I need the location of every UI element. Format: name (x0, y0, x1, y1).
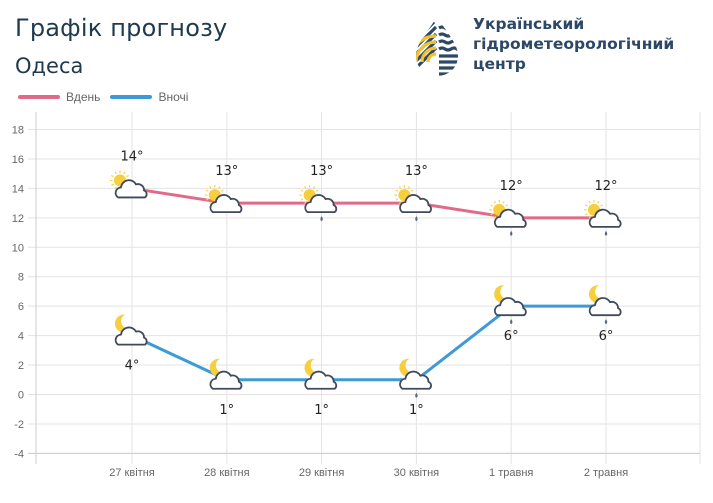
partly-cloudy-night-icon (209, 358, 243, 390)
y-tick-label: -2 (14, 419, 24, 431)
legend-label-night: Вночі (158, 90, 189, 104)
y-tick-label: 0 (18, 390, 24, 402)
y-tick-label: 14 (12, 183, 24, 195)
night-temp-label: 6° (504, 329, 519, 344)
partly-cloudy-night-icon (304, 358, 338, 390)
page-title: Графік прогнозу (15, 14, 228, 42)
x-tick-label: 29 квітня (299, 467, 345, 479)
org-line-1: Український (473, 15, 585, 33)
partly-cloudy-night-icon (114, 314, 148, 346)
night-temp-label: 1° (314, 403, 329, 418)
partly-cloudy-night-rain-icon (399, 358, 432, 398)
day-temp-label: 14° (120, 149, 143, 164)
night-temp-label: 6° (599, 329, 614, 344)
legend-swatch-night (110, 95, 153, 99)
legend-label-day: Вдень (66, 90, 101, 104)
drop-logo-icon (416, 20, 458, 76)
partly-cloudy-day-rain-icon (489, 199, 527, 236)
legend-item-night[interactable]: Вночі (110, 90, 188, 104)
day-temp-label: 13° (215, 164, 238, 179)
x-tick-label: 27 квітня (109, 467, 155, 479)
x-tick-label: 30 квітня (394, 467, 440, 479)
y-tick-label: 10 (12, 242, 24, 254)
x-tick-label: 2 травня (584, 467, 628, 479)
night-temp-label: 4° (125, 359, 140, 374)
org-line-2: гідрометеорологічний (473, 35, 675, 53)
chart-legend: Вдень Вночі (18, 90, 198, 104)
night-temp-label: 1° (219, 403, 234, 418)
partly-cloudy-day-icon (110, 170, 148, 199)
y-tick-label: 6 (18, 301, 24, 313)
night-temperature-line (131, 304, 606, 382)
legend-item-day[interactable]: Вдень (18, 90, 100, 104)
legend-swatch-day (18, 95, 60, 99)
y-tick-label: -4 (14, 448, 24, 460)
day-temperature-line (131, 186, 606, 220)
day-temp-label: 13° (405, 164, 428, 179)
partly-cloudy-night-rain-icon (493, 285, 527, 325)
y-tick-label: 18 (12, 125, 24, 137)
y-tick-label: 8 (18, 272, 24, 284)
y-tick-label: 4 (18, 331, 24, 343)
y-tick-label: 12 (12, 213, 24, 225)
partly-cloudy-night-rain-icon (588, 285, 622, 325)
partly-cloudy-day-rain-icon (394, 185, 432, 222)
day-temp-label: 13° (310, 164, 333, 179)
city-name: Одеса (15, 54, 84, 78)
grid: 18 16 14 12 10 8 6 4 2 0 -2 -4 27 квітня 28 квітня 29 … (12, 112, 701, 479)
y-tick-label: 2 (18, 360, 24, 372)
y-tick-label: 16 (12, 154, 24, 166)
partly-cloudy-day-rain-icon (584, 199, 622, 236)
organization-name: Український гідрометеорологічний центр (473, 14, 674, 74)
day-temp-label: 12° (594, 179, 617, 194)
day-temp-label: 12° (500, 179, 523, 194)
partly-cloudy-day-rain-icon (299, 185, 338, 222)
x-tick-label: 28 квітня (204, 467, 250, 479)
x-tick-label: 1 травня (489, 467, 533, 479)
night-temp-label: 1° (409, 403, 424, 418)
org-line-3: центр (473, 55, 526, 73)
partly-cloudy-day-icon (204, 185, 243, 214)
